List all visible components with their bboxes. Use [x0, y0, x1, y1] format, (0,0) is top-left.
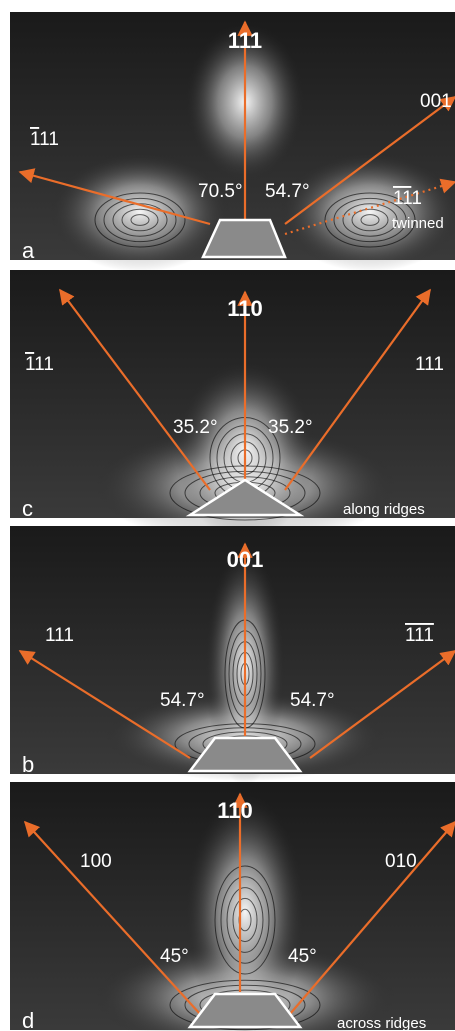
direction-title: 001 [227, 547, 264, 572]
direction-label: 111 [415, 354, 444, 375]
intensity-glow [50, 152, 230, 272]
panel: 111 111 001 111 70.5° 54.7° twinned a [10, 12, 455, 272]
intensity-glow [280, 152, 455, 272]
angle-label: 45° [288, 946, 317, 967]
direction-label: 111 [45, 625, 74, 646]
panel: 110 111 111 35.2° 35.2° along ridges c [10, 270, 455, 545]
direction-label: 001 [420, 91, 452, 112]
angle-label: 54.7° [290, 690, 335, 711]
direction-label: 100 [80, 851, 112, 872]
panel-label: c [22, 496, 33, 521]
panel-label: a [22, 238, 35, 263]
direction-label: 111 [405, 625, 434, 646]
angle-label: 70.5° [198, 181, 243, 202]
panel: 110 100 010 45° 45° across ridges d [10, 782, 455, 1031]
panel-note: along ridges [343, 501, 425, 518]
direction-label: 111 [393, 188, 422, 209]
angle-label: 35.2° [268, 417, 313, 438]
angle-label: 54.7° [265, 181, 310, 202]
panel-label: b [22, 752, 34, 777]
angle-label: 45° [160, 946, 189, 967]
direction-label: 111 [30, 129, 59, 150]
angle-label: 54.7° [160, 690, 205, 711]
panel: 001 111 111 54.7° 54.7° b [10, 526, 455, 786]
figure: 111 111 001 111 70.5° 54.7° twinned a 110 111 111 3… [0, 0, 455, 1031]
direction-label: 010 [385, 851, 417, 872]
direction-label: 111 [25, 354, 54, 375]
panel-note: across ridges [337, 1015, 426, 1031]
direction-title: 111 [228, 28, 262, 53]
direction-title: 110 [217, 798, 253, 823]
angle-label: 35.2° [173, 417, 218, 438]
panel-note: twinned [392, 215, 444, 232]
direction-title: 110 [227, 296, 263, 321]
panel-label: d [22, 1008, 34, 1031]
